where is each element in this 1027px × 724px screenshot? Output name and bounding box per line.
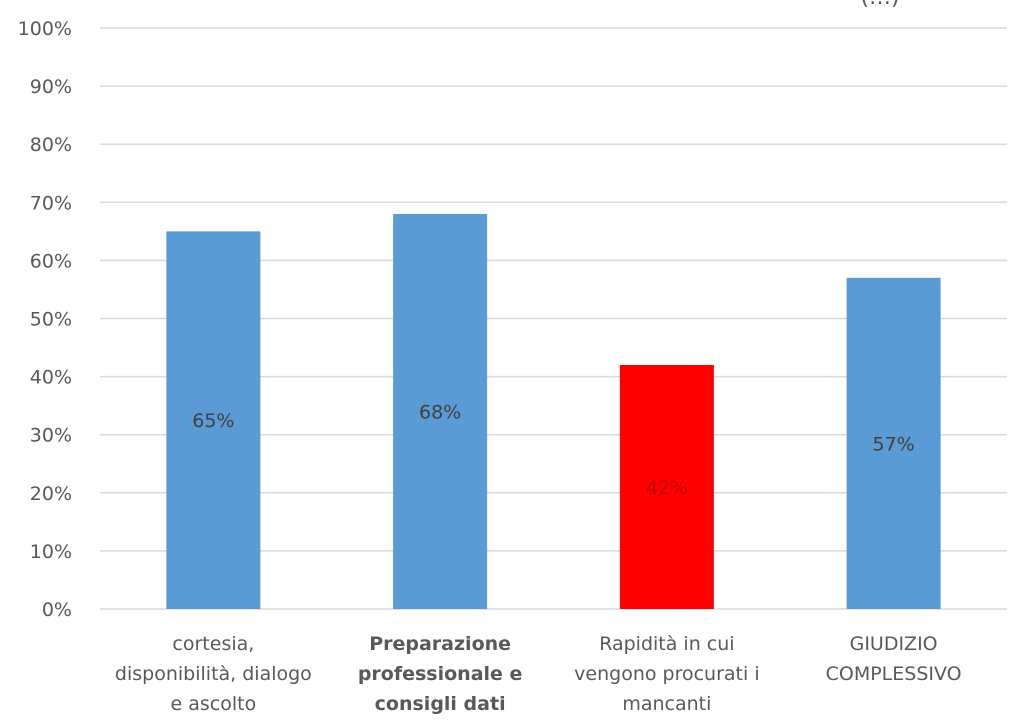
bar bbox=[619, 364, 714, 609]
chart-title-fragment: (…) bbox=[860, 0, 899, 10]
x-category-line: Preparazione bbox=[369, 633, 511, 655]
x-category-label: Preparazione professionale e consigli dati bbox=[358, 633, 523, 715]
data-label: 65% bbox=[192, 410, 234, 432]
x-category-line: disponibilità, dialogo bbox=[115, 663, 312, 685]
bar bbox=[846, 277, 941, 609]
y-tick-label: 40% bbox=[30, 367, 72, 389]
y-tick-label: 50% bbox=[30, 309, 72, 331]
x-category-line: Rapidità in cui bbox=[599, 633, 734, 655]
x-category-line: mancanti bbox=[622, 693, 711, 715]
y-tick-label: 70% bbox=[30, 192, 72, 214]
x-category-label: cortesia, disponibilità, dialogo e ascolto bbox=[115, 633, 312, 715]
x-category-line: COMPLESSIVO bbox=[826, 663, 962, 685]
data-labels: 65% 68% 42% 57% bbox=[192, 401, 914, 499]
data-label: 68% bbox=[419, 401, 461, 423]
y-tick-label: 30% bbox=[30, 425, 72, 447]
data-label: 57% bbox=[873, 433, 915, 455]
y-tick-label: 10% bbox=[30, 541, 72, 563]
x-axis-categories: cortesia, disponibilità, dialogo e ascolto… bbox=[115, 633, 962, 715]
x-category-line: consigli dati bbox=[375, 693, 506, 715]
y-axis-ticks: 0% 10% 20% 30% 40% 50% 60% 70% 80% 90% 100% bbox=[18, 18, 72, 621]
y-tick-label: 100% bbox=[18, 18, 72, 40]
bar bbox=[166, 231, 261, 609]
y-tick-label: 20% bbox=[30, 483, 72, 505]
y-tick-label: 0% bbox=[42, 599, 72, 621]
x-category-label: Rapidità in cui vengono procurati i mancan… bbox=[574, 633, 759, 715]
y-tick-label: 60% bbox=[30, 250, 72, 272]
x-category-line: GIUDIZIO bbox=[850, 633, 938, 655]
x-category-line: vengono procurati i bbox=[574, 663, 759, 685]
y-tick-label: 90% bbox=[30, 76, 72, 98]
x-category-line: cortesia, bbox=[172, 633, 254, 655]
bar bbox=[393, 213, 488, 610]
x-category-line: professionale e bbox=[358, 663, 523, 685]
x-category-line: e ascolto bbox=[171, 693, 257, 715]
y-tick-label: 80% bbox=[30, 134, 72, 156]
data-label: 42% bbox=[646, 477, 688, 499]
bars bbox=[166, 213, 941, 610]
x-category-label: GIUDIZIO COMPLESSIVO bbox=[826, 633, 962, 685]
